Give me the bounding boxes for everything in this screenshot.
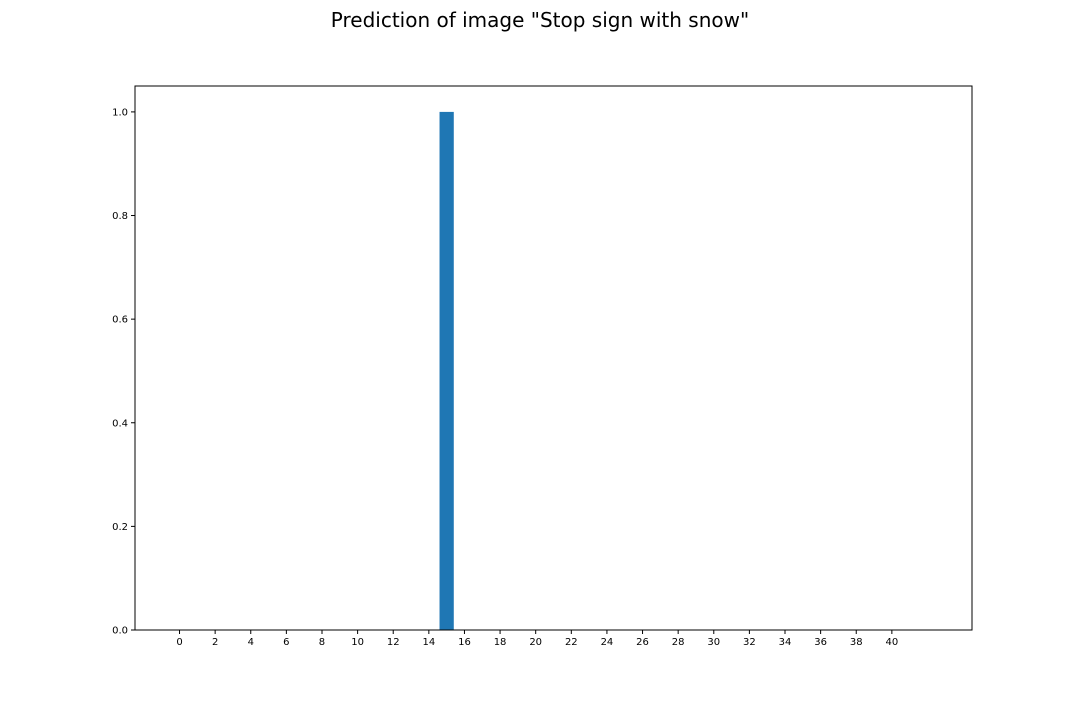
x-tick-label: 2 (212, 637, 218, 648)
bar-15 (439, 111, 454, 630)
x-tick-label: 38 (850, 637, 863, 648)
x-tick-label: 22 (565, 637, 578, 648)
x-tick-label: 12 (387, 637, 400, 648)
y-tick-label: 0.2 (112, 522, 128, 533)
x-axis-ticks: 0 2 4 6 8 10 12 14 16 18 20 22 24 26 28 30 32 34 36 38 40 (176, 630, 898, 648)
y-tick-label: 0.4 (112, 418, 128, 429)
y-tick-label: 0.8 (112, 211, 128, 222)
x-tick-label: 30 (707, 637, 720, 648)
x-tick-label: 40 (885, 637, 898, 648)
x-tick-label: 32 (743, 637, 756, 648)
y-axis-ticks: 0.0 0.2 0.4 0.6 0.8 1.0 (112, 107, 135, 637)
plot-background (135, 86, 972, 630)
x-tick-label: 26 (636, 637, 649, 648)
x-tick-label: 28 (672, 637, 685, 648)
x-tick-label: 10 (351, 637, 364, 648)
x-tick-label: 34 (779, 637, 792, 648)
x-tick-label: 6 (283, 637, 289, 648)
x-tick-label: 16 (458, 637, 471, 648)
y-tick-label: 0.6 (112, 315, 128, 326)
y-tick-label: 0.0 (112, 626, 128, 637)
plot-frame (134, 85, 973, 631)
chart-title: Prediction of image "Stop sign with snow… (330, 8, 750, 32)
x-tick-label: 36 (814, 637, 827, 648)
x-tick-label: 14 (422, 637, 435, 648)
x-tick-label: 24 (601, 637, 614, 648)
x-tick-label: 4 (248, 637, 254, 648)
x-tick-label: 0 (176, 637, 182, 648)
x-tick-label: 20 (529, 637, 542, 648)
bars-layer (439, 111, 454, 630)
x-tick-label: 8 (319, 637, 325, 648)
y-tick-label: 1.0 (112, 107, 128, 118)
x-tick-label: 18 (494, 637, 507, 648)
